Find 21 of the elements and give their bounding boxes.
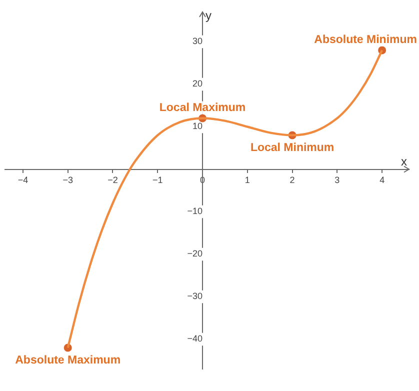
annotation: Absolute Minimum <box>314 34 418 46</box>
x-tick-label: 2 <box>290 175 295 186</box>
x-tick-label: −2 <box>108 175 118 186</box>
x-tick-label: −1 <box>152 175 163 186</box>
annotation: Local Minimum <box>250 142 334 154</box>
x-tick-label: −3 <box>62 175 73 186</box>
x-axis-title: x <box>401 154 407 169</box>
y-tick-label: 20 <box>192 78 203 89</box>
x-tick-label: 4 <box>380 175 385 186</box>
y-tick-label: −20 <box>187 248 203 259</box>
y-axis-title: y <box>206 8 212 22</box>
y-tick-label: −10 <box>187 206 203 216</box>
y-tick-label: 30 <box>192 36 203 46</box>
annotation: Absolute Maximum <box>15 354 121 367</box>
x-tick-label: 3 <box>334 175 340 186</box>
annotation: Local Maximum <box>159 102 246 114</box>
y-tick-label: −40 <box>187 334 203 344</box>
x-tick-label: −4 <box>18 175 28 186</box>
x-tick-label: 1 <box>244 175 250 186</box>
y-tick-label: −30 <box>187 291 203 302</box>
y-tick-label: 10 <box>192 121 203 132</box>
